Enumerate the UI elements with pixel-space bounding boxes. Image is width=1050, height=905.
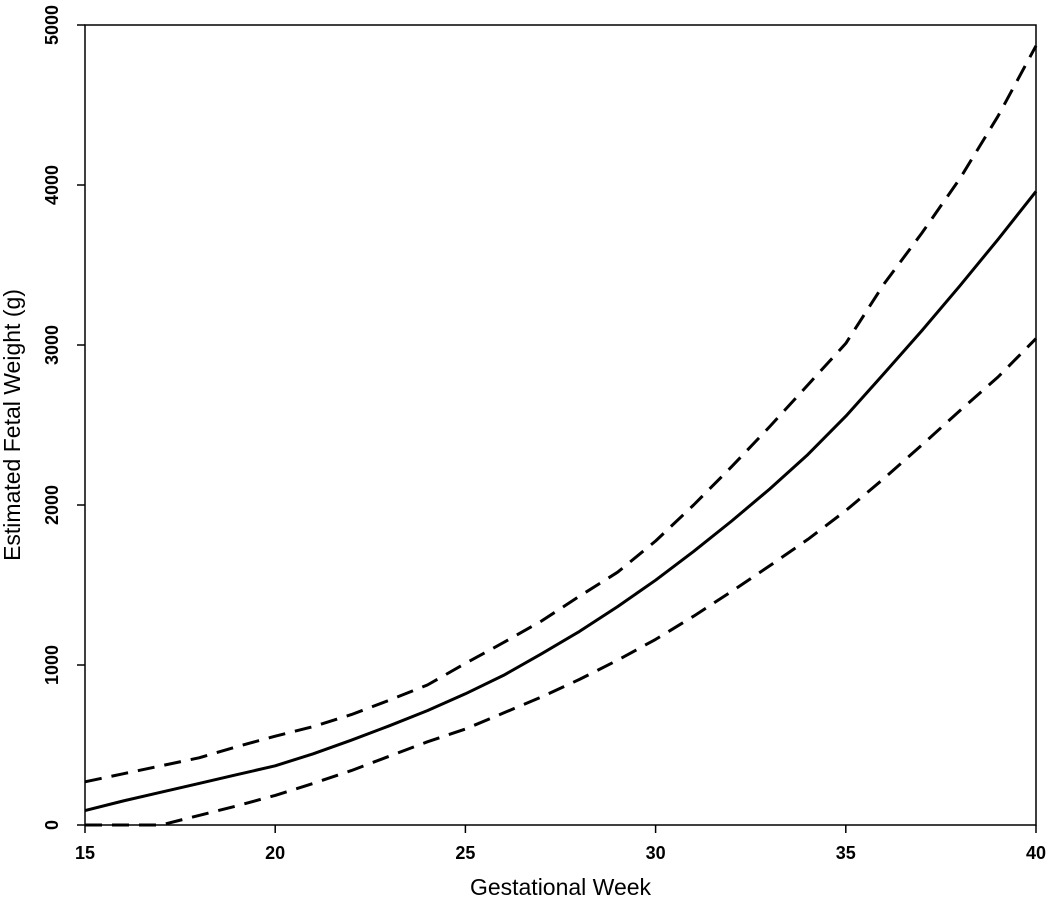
y-tick-label: 1000 bbox=[42, 645, 62, 685]
x-tick-label: 15 bbox=[75, 843, 95, 863]
dashed-series-line bbox=[84, 45, 1038, 784]
plot-frame bbox=[84, 24, 1037, 826]
series-group bbox=[84, 45, 1038, 827]
y-tick-label: 2000 bbox=[42, 485, 62, 525]
y-tick-label: 4000 bbox=[42, 165, 62, 205]
y-axis-title: Estimated Fetal Weight (g) bbox=[0, 289, 25, 561]
y-tick-label: 0 bbox=[42, 820, 62, 830]
x-tick-label: 35 bbox=[836, 843, 856, 863]
x-tick-label: 30 bbox=[646, 843, 666, 863]
y-axis: 0 1000 2000 3000 4000 5000 bbox=[42, 5, 85, 830]
solid-series-line bbox=[84, 190, 1038, 813]
dashed-series-line bbox=[85, 337, 1038, 827]
x-axis: 15 20 25 30 35 40 bbox=[75, 825, 1046, 863]
y-tick-label: 5000 bbox=[42, 5, 62, 45]
x-tick-label: 25 bbox=[455, 843, 475, 863]
x-tick-label: 20 bbox=[265, 843, 285, 863]
y-tick-label: 3000 bbox=[42, 325, 62, 365]
x-tick-label: 40 bbox=[1026, 843, 1046, 863]
x-axis-title: Gestational Week bbox=[470, 874, 652, 900]
